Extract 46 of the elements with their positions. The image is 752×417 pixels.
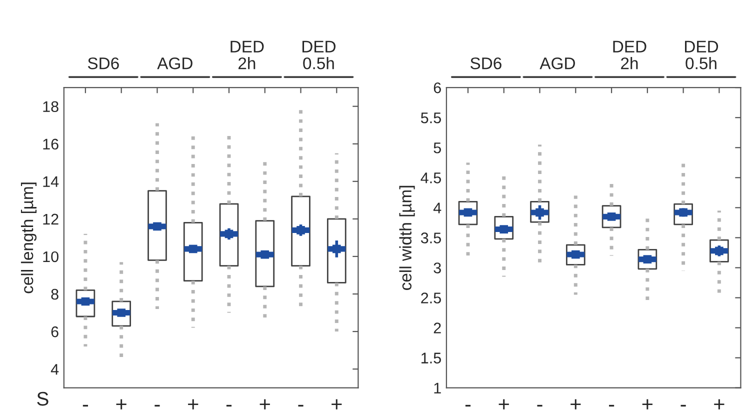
y-tick-label: 4 — [50, 364, 59, 375]
y-tick-label: 6 — [51, 326, 58, 338]
x-tick-label: + — [714, 399, 724, 410]
x-tick-label: - — [154, 404, 160, 407]
x-tick-label: + — [642, 399, 652, 410]
text: DED 2h — [613, 40, 646, 70]
x-tick-label: - — [226, 404, 232, 407]
y-tick-label: 12 — [43, 214, 58, 224]
text: AGD — [540, 57, 575, 70]
x-tick-label: - — [82, 404, 88, 407]
y-tick-label: 4 — [433, 202, 442, 214]
x-tick-label: - — [608, 404, 614, 407]
y-axis-title: cell length [µm] — [20, 182, 37, 294]
y-tick-label: 6 — [434, 82, 441, 94]
x-tick-label: + — [570, 399, 581, 410]
x-axis-title: S — [37, 392, 48, 406]
text: SD6 — [88, 57, 119, 70]
text: SD6 — [470, 57, 502, 70]
y-tick-label: 3 — [434, 262, 441, 274]
x-tick-label: + — [116, 399, 126, 410]
y-tick-label: 14 — [43, 176, 59, 187]
x-tick-label: + — [332, 399, 342, 410]
text: DED 0.5h — [302, 40, 336, 70]
y-tick-label: 18 — [43, 101, 58, 112]
y-tick-label: 2.5 — [421, 292, 441, 304]
x-tick-label: + — [188, 399, 198, 410]
x-tick-label: - — [680, 404, 686, 407]
y-tick-label: 10 — [43, 251, 58, 262]
text: DED 0.5h — [685, 40, 718, 70]
y-tick-label: 5.5 — [420, 112, 441, 124]
text: AGD — [157, 57, 192, 70]
y-axis-title: cell width [µm] — [399, 186, 415, 290]
y-tick-label: 3.5 — [420, 232, 441, 244]
y-tick-label: 16 — [43, 138, 58, 150]
y-tick-label: 1 — [434, 382, 441, 394]
y-tick-label: 5 — [434, 142, 441, 154]
y-tick-label: 1.5 — [422, 352, 441, 364]
x-tick-label: - — [537, 404, 542, 407]
y-tick-label: 4.5 — [420, 172, 441, 184]
y-tick-label: 8 — [51, 288, 58, 300]
text: DED 2h — [230, 40, 264, 70]
x-tick-label: - — [298, 404, 304, 407]
y-tick-label: 2 — [434, 322, 441, 334]
x-tick-label: - — [465, 404, 471, 407]
x-tick-label: + — [498, 399, 509, 410]
x-tick-label: + — [260, 399, 270, 410]
